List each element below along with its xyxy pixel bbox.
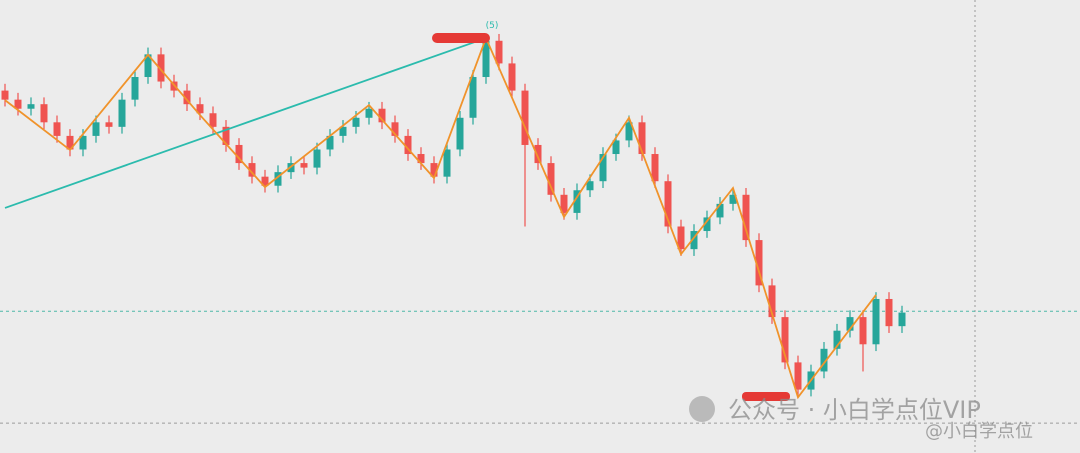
candle-body <box>404 135 412 155</box>
candle-body <box>248 163 256 177</box>
candle-body <box>599 154 607 182</box>
candle-body <box>612 140 620 155</box>
candle-body <box>1 90 9 100</box>
candle-body <box>66 135 74 150</box>
candle-body <box>768 285 776 318</box>
candle-body <box>53 122 61 136</box>
redaction <box>742 392 790 401</box>
candle-body <box>456 117 464 150</box>
trendline <box>4 37 487 209</box>
candle-body <box>794 362 802 390</box>
candle-body <box>92 122 100 136</box>
candle-body <box>443 149 451 177</box>
candle-body <box>209 113 217 127</box>
candle-body <box>690 231 698 250</box>
candle-body <box>742 194 750 241</box>
candle-body <box>508 63 516 91</box>
candle-body <box>261 176 269 186</box>
candle-body <box>417 154 425 164</box>
candle-body <box>716 203 724 218</box>
candle-body <box>222 126 230 145</box>
candle-body <box>625 122 633 141</box>
candle-body <box>352 117 360 127</box>
zigzag-line <box>4 35 877 400</box>
candle-body <box>339 126 347 136</box>
candle-body <box>27 104 35 109</box>
candle-body <box>79 135 87 150</box>
candle-body <box>365 108 373 118</box>
candle-body <box>573 190 581 213</box>
candle-body <box>495 40 503 64</box>
watermark-handle: @小白学点位 <box>925 421 1033 442</box>
candle-body <box>469 77 477 118</box>
candle-body <box>300 163 308 168</box>
candle-body <box>482 40 490 78</box>
candle-body <box>131 77 139 100</box>
candle-body <box>157 54 165 82</box>
candle-body <box>118 99 126 127</box>
candle-body <box>898 312 906 327</box>
candle-body <box>833 330 841 349</box>
candle-body <box>560 194 568 213</box>
candle-body <box>820 348 828 372</box>
candle-body <box>144 54 152 78</box>
candle-body <box>677 226 685 250</box>
candle-body <box>313 149 321 168</box>
candle-body <box>14 99 22 109</box>
candle-body <box>846 317 854 331</box>
candle-body <box>235 144 243 164</box>
candle-body <box>521 90 529 145</box>
candle-body <box>430 163 438 177</box>
candle-body <box>326 135 334 150</box>
candle-body <box>664 181 672 227</box>
candle-body <box>391 122 399 136</box>
candle-body <box>378 108 386 123</box>
wave-label: (5) <box>486 21 499 31</box>
candle-body <box>638 122 646 155</box>
candle-body <box>781 317 789 363</box>
candle-body <box>183 90 191 105</box>
candle-body <box>755 240 763 286</box>
candle-body <box>872 298 880 345</box>
candle-body <box>40 104 48 123</box>
wechat-icon <box>689 396 715 422</box>
candle-body <box>196 104 204 114</box>
redaction <box>432 33 490 43</box>
candle-body <box>534 144 542 164</box>
watermark: 公众号 · 小白学点位VIP <box>728 396 981 424</box>
candle-body <box>586 181 594 191</box>
candle-body <box>703 217 711 232</box>
plot <box>0 33 1080 424</box>
candle-body <box>547 163 555 195</box>
candle-body <box>859 317 867 345</box>
candle-body <box>105 122 113 127</box>
candle-body <box>274 172 282 186</box>
candle-body <box>729 194 737 204</box>
candle-body <box>651 154 659 182</box>
candle-body <box>885 298 893 327</box>
